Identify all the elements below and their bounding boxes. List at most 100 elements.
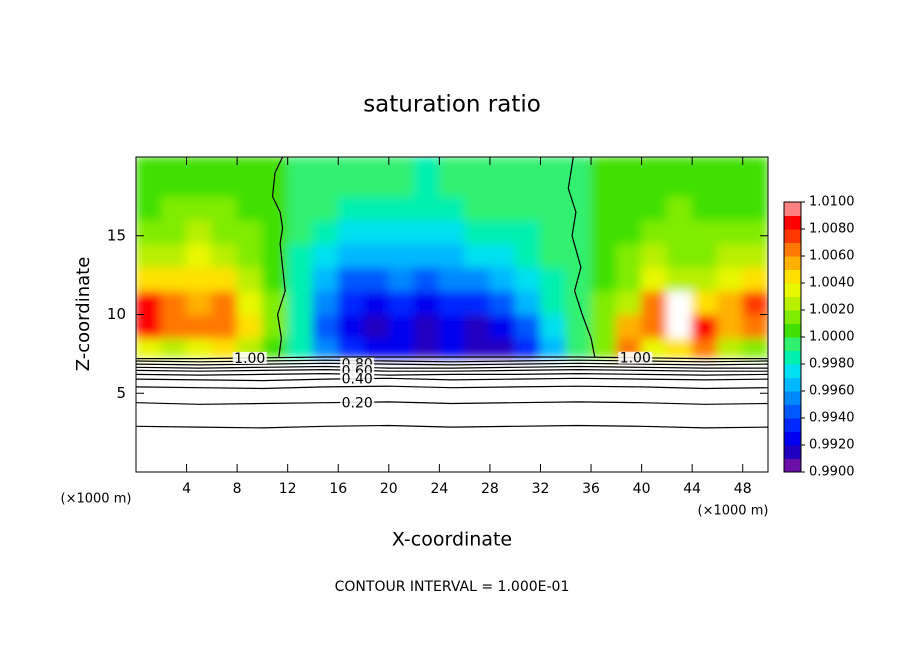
field-cell [615,266,643,292]
field-cell [438,195,466,221]
field-cell [539,157,567,197]
field-cell [590,195,617,221]
field-cell [742,337,768,358]
field-cell [136,290,162,315]
field-cell [388,195,415,221]
contour-line [136,362,768,366]
x-tick-label: 24 [430,481,448,497]
field-cell [742,157,768,197]
field-cell [539,243,567,268]
field-cell [287,266,314,292]
field-cell [489,243,516,268]
field-cell [388,266,415,292]
field-cell [539,266,567,292]
field-cell [666,314,693,339]
colorbar-band [784,350,801,365]
colorbar-tick-label: 1.0020 [809,303,855,318]
field-cell [211,195,238,221]
field-cell [136,157,162,197]
field-cell [716,290,744,315]
field-cell [312,243,339,268]
field-cell [388,337,415,358]
contour-label: 1.00 [620,351,651,367]
field-cell [489,337,516,358]
field-cell [489,314,516,339]
contour-line [136,368,768,372]
field-cell [337,219,365,245]
colorbar-band [784,418,801,432]
field [136,157,768,358]
field-cell [136,266,162,292]
field-cell [211,219,238,245]
field-cell [716,219,744,245]
field-cell [742,266,768,292]
field-cell [388,243,415,268]
field-cell [211,314,238,339]
colorbar-band [784,404,801,419]
field-cell [287,243,314,268]
field-cell [641,157,668,197]
field-cell [363,266,390,292]
field-cell [615,290,643,315]
field-cell [312,219,339,245]
field-cell [287,157,314,197]
field-cell [514,195,541,221]
field-cell [742,290,768,315]
contour-label: 0.20 [342,395,373,411]
field-cell [211,266,238,292]
field-cell [186,219,213,245]
field-cell [136,337,162,358]
colorbar-tick-label: 1.0060 [809,249,855,264]
field-cell [261,314,289,339]
field-cell [438,314,466,339]
colorbar-band [784,391,801,405]
field-cell [641,243,668,268]
field-cell [590,314,617,339]
field-cell [312,195,339,221]
field-cell [590,219,617,245]
footer: CONTOUR INTERVAL = 1.000E-01 [335,579,570,595]
field-cell [337,157,365,197]
x-tick-label: 44 [683,481,701,497]
contour-line [136,365,768,369]
field-cell [413,337,440,358]
field-cell [388,219,415,245]
field-cell [590,337,617,358]
colorbar-band [784,202,801,216]
field-cell [337,290,365,315]
field-cell [514,219,541,245]
field-cell [211,157,238,197]
colorbar-band [784,296,801,311]
field-cell [742,195,768,221]
field-cell [666,157,693,197]
field-cell [363,290,390,315]
x-tick-label: 36 [582,481,600,497]
field-cell [312,314,339,339]
field-cell [438,266,466,292]
field-cell [641,290,668,315]
field-cell [691,314,718,339]
field-cell [464,266,491,292]
field-cell [565,243,592,268]
field-cell [337,337,365,358]
field-cell [716,266,744,292]
field-cell [337,266,365,292]
field-cell [413,243,440,268]
field-cell [666,266,693,292]
contour-line [136,359,768,363]
field-cell [590,266,617,292]
field-cell [438,290,466,315]
field-cell [236,219,263,245]
field-cell [590,243,617,268]
field-cell [337,195,365,221]
field-cell [565,219,592,245]
x-tick-label: 4 [182,481,191,497]
field-cell [489,195,516,221]
colorbar-tick-label: 1.0040 [809,276,855,291]
field-cell [691,243,718,268]
field-cells [136,157,768,358]
field-cell [489,266,516,292]
contour-line [136,401,768,405]
field-cell [160,157,188,197]
field-cell [211,243,238,268]
